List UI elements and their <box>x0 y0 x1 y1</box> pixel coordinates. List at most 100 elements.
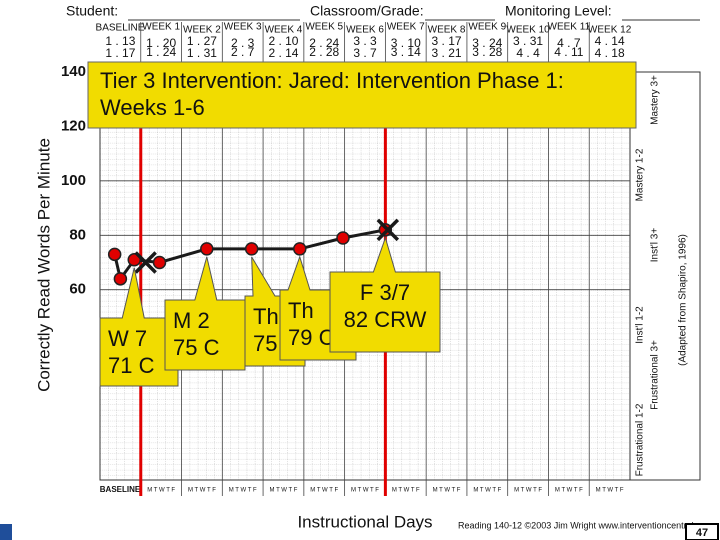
day-letters: M T W T F <box>351 488 379 494</box>
day-letters: M T W T F <box>270 488 298 494</box>
date-end: 3 . 21 <box>432 46 462 60</box>
day-letters: M T W T F <box>555 488 583 494</box>
y-tick-label: 60 <box>69 281 86 298</box>
date-start: 3 . 17 <box>432 34 462 48</box>
date-start: 3 . 3 <box>353 34 377 48</box>
data-point <box>113 272 128 286</box>
week-label: WEEK 7 <box>387 22 425 33</box>
student-label: Student: <box>66 3 118 19</box>
callout-text: F 3/7 <box>360 280 410 305</box>
footer-note: Reading 140-12 ©2003 Jim Wright www.inte… <box>458 520 694 530</box>
x-axis-title: Instructional Days <box>297 512 432 531</box>
date-start: 4 . 7 <box>557 36 581 50</box>
date-start: 3 . 31 <box>513 34 543 48</box>
date-end: 1 . 31 <box>187 46 217 60</box>
day-letters: M T W T F <box>433 488 461 494</box>
week-label: WEEK 12 <box>588 25 632 36</box>
date-end: 4 . 11 <box>554 45 583 59</box>
day-letters: M T W T F <box>473 488 501 494</box>
callout-text: 82 CRW <box>344 307 427 332</box>
annotation-title: Weeks 1-6 <box>100 95 205 120</box>
day-letters: M T W T F <box>188 488 216 494</box>
week-label: WEEK 5 <box>305 22 343 33</box>
callout <box>164 256 246 371</box>
x-marker <box>134 251 157 274</box>
callout-text: Th <box>288 298 314 323</box>
week-label: WEEK 8 <box>428 25 466 36</box>
zone-label: Inst'l 3+ <box>650 228 661 263</box>
zone-frame <box>629 71 701 481</box>
date-end: 4 . 18 <box>595 46 625 60</box>
week-label: WEEK 2 <box>183 25 221 36</box>
day-letters: M T W T F <box>229 488 257 494</box>
data-point <box>336 231 350 245</box>
date-start: 2 . 24 <box>309 36 339 50</box>
week-label: WEEK 11 <box>548 22 591 33</box>
monitoring-label: Monitoring Level: <box>505 3 612 19</box>
date-start: 1 . 20 <box>146 36 176 50</box>
callout-text: Th <box>253 304 279 329</box>
date-start: 1 . 27 <box>187 34 217 48</box>
callout-text: 75 <box>253 331 277 356</box>
week-label: WEEK 9 <box>468 22 506 33</box>
date-start: 1 . 13 <box>105 34 135 48</box>
day-letters: M T W T F <box>514 488 542 494</box>
day-letters: M T W T F <box>596 488 624 494</box>
corner-block <box>0 524 12 540</box>
callout-text: 79 C <box>288 325 335 350</box>
week-label: WEEK 6 <box>346 25 384 36</box>
callout-text: 75 C <box>173 335 220 360</box>
y-tick-label: 80 <box>69 226 86 243</box>
data-point <box>200 242 214 256</box>
source-note: (Adapted from Shapiro, 1996) <box>678 234 689 366</box>
y-tick-label: 120 <box>61 117 86 134</box>
page-number-box <box>685 523 719 540</box>
day-letters: M T W T F <box>392 488 420 494</box>
y-tick-label: 100 <box>61 172 86 189</box>
week-label: WEEK 10 <box>506 25 550 36</box>
callout-text: M 2 <box>173 308 210 333</box>
title-box <box>87 61 637 129</box>
date-start: 2 . 10 <box>268 34 298 48</box>
zone-label: Mastery 1-2 <box>635 148 646 201</box>
y-axis-title: Correctly Read Words Per Minute <box>34 138 53 392</box>
data-point <box>127 253 141 267</box>
baseline-header: BASELINE <box>96 23 145 34</box>
callout-text: 71 C <box>108 353 155 378</box>
date-end: 3 . 7 <box>353 46 377 60</box>
date-end: 3 . 14 <box>391 45 421 59</box>
date-end: 2 . 14 <box>268 46 298 60</box>
callout <box>99 267 179 387</box>
day-letters: M T W T F <box>310 488 338 494</box>
classroom-label: Classroom/Grade: <box>310 3 424 19</box>
week-label: WEEK 3 <box>224 22 262 33</box>
data-point <box>107 247 122 262</box>
zone-label: Mastery 3+ <box>650 75 661 125</box>
date-start: 3 . 24 <box>472 36 502 50</box>
page-number: 47 <box>696 527 708 539</box>
day-letters: M T W T F <box>147 488 175 494</box>
date-end: 1 . 17 <box>105 46 135 60</box>
data-point <box>244 242 259 256</box>
callout <box>329 236 441 353</box>
date-end: 4 . 4 <box>516 46 540 60</box>
y-tick-label: 140 <box>61 63 86 80</box>
callout-text: W 7 <box>108 326 147 351</box>
week-label: WEEK 4 <box>265 25 303 36</box>
week-label: WEEK 1 <box>142 22 180 33</box>
annotation-title: Tier 3 Intervention: Jared: Intervention… <box>100 68 564 93</box>
date-start: 4 . 14 <box>595 34 625 48</box>
date-start: 2 . 3 <box>231 36 255 50</box>
date-end: 2 . 7 <box>231 45 255 59</box>
data-point <box>293 242 307 256</box>
date-start: 3 . 10 <box>391 36 421 50</box>
x-marker <box>376 218 400 242</box>
data-point <box>152 255 167 270</box>
date-end: 3 . 28 <box>472 45 502 59</box>
date-end: 1 . 24 <box>146 45 176 59</box>
zone-label: Frustrational 3+ <box>650 340 661 410</box>
baseline-row-label: BASELINE <box>100 485 141 494</box>
zone-label: Inst'l 1-2 <box>635 306 646 344</box>
zone-label: Frustrational 1-2 <box>635 403 646 476</box>
